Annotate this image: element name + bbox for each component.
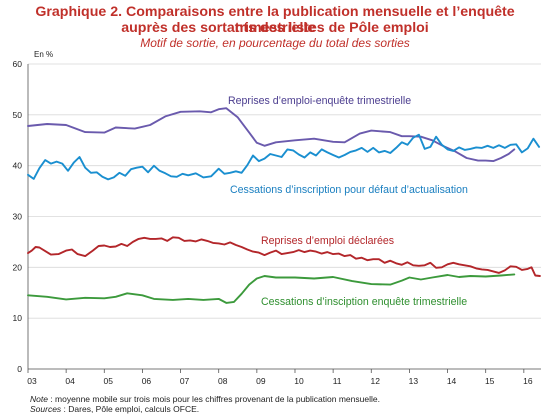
- x-tick-label: 03: [27, 376, 37, 386]
- series-labels: Reprises d’emploi-enquête trimestrielle …: [228, 95, 468, 308]
- x-tick-label: 14: [447, 376, 457, 386]
- series-label-cessations-enquete: Cessations d’insciption enquête trimestr…: [261, 296, 467, 308]
- note-label: Note: [30, 394, 48, 404]
- y-tick-label: 40: [13, 161, 23, 171]
- sources-text: : Dares, Pôle emploi, calculs OFCE.: [61, 404, 200, 414]
- series-label-cessations-defaut: Cessations d’inscription pour défaut d’a…: [230, 184, 468, 196]
- chart-subtitle: Motif de sortie, en pourcentage du total…: [140, 36, 410, 50]
- x-tick-label: 06: [142, 376, 152, 386]
- series-label-reprises-enquete: Reprises d’emploi-enquête trimestrielle: [228, 95, 411, 107]
- x-tick-label: 08: [218, 376, 228, 386]
- axes: 0 10 20 30 40 50 60 03 04 05 06 07 08 09 10 11 12 13 14 15 1…: [13, 59, 541, 386]
- series-lines: [27, 107, 541, 304]
- x-tick-label: 11: [333, 376, 342, 386]
- x-tick-label: 04: [65, 376, 75, 386]
- x-tick-label: 05: [104, 376, 114, 386]
- x-tick-label: 07: [180, 376, 190, 386]
- x-tick-label: 09: [256, 376, 266, 386]
- y-tick-label: 50: [13, 110, 23, 120]
- chart-title-line2: auprès des sortants des listes de Pôle e…: [121, 20, 429, 36]
- series-line-2: [27, 236, 541, 277]
- footnote-note: Note : moyenne mobile sur trois mois pou…: [30, 394, 380, 404]
- x-tick-label: 15: [485, 376, 495, 386]
- series-label-reprises-declarees: Reprises d’emploi déclarées: [261, 235, 394, 247]
- series-line-3: [27, 273, 516, 304]
- x-tick-label: 12: [371, 376, 381, 386]
- y-tick-label: 20: [13, 262, 23, 272]
- chart-title-line1: Graphique 2. Comparaisons entre la publi…: [35, 4, 515, 36]
- series-line-0: [27, 107, 516, 163]
- note-text: : moyenne mobile sur trois mois pour les…: [47, 394, 380, 404]
- x-tick-label: 13: [409, 376, 419, 386]
- series-line-1: [27, 133, 541, 181]
- y-tick-label: 10: [13, 313, 23, 323]
- sources-label: Sources: [30, 404, 62, 414]
- x-tick-label: 10: [294, 376, 304, 386]
- y-unit-label: En %: [34, 50, 54, 59]
- y-tick-label: 60: [13, 59, 23, 69]
- y-tick-label: 30: [13, 212, 23, 222]
- y-tick-label: 0: [17, 364, 22, 374]
- gridlines: [28, 63, 541, 370]
- footnote-sources: Sources : Dares, Pôle emploi, calculs OF…: [30, 404, 199, 414]
- x-tick-label: 16: [523, 376, 533, 386]
